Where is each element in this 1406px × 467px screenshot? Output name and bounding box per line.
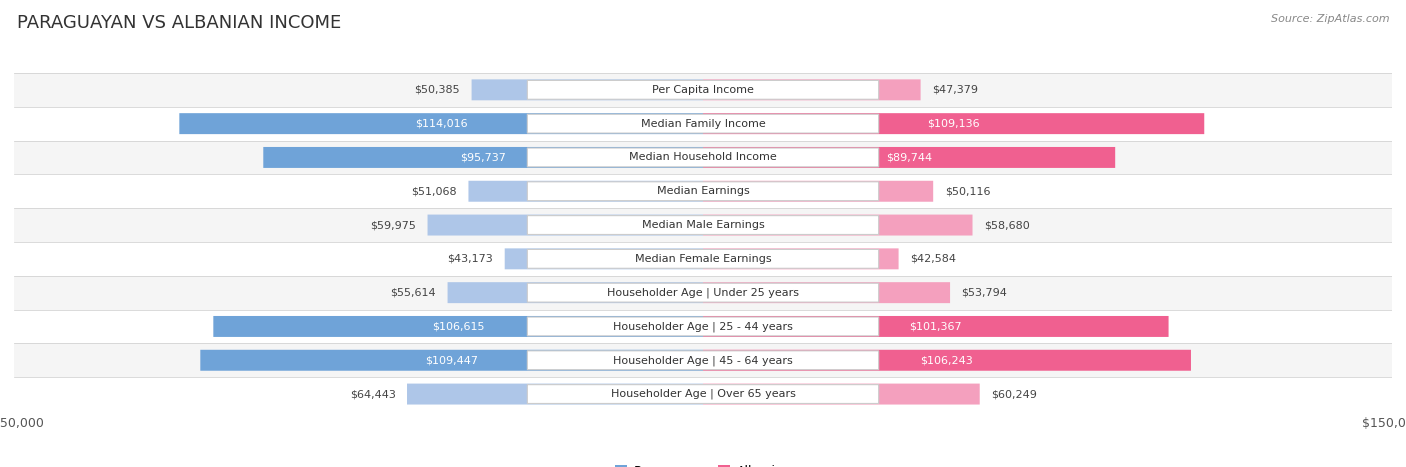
FancyBboxPatch shape	[527, 351, 879, 370]
Text: $60,249: $60,249	[991, 389, 1038, 399]
Text: $47,379: $47,379	[932, 85, 979, 95]
FancyBboxPatch shape	[703, 316, 1168, 337]
FancyBboxPatch shape	[703, 282, 950, 303]
FancyBboxPatch shape	[427, 214, 703, 235]
FancyBboxPatch shape	[527, 182, 879, 201]
Text: $58,680: $58,680	[984, 220, 1029, 230]
FancyBboxPatch shape	[527, 385, 879, 403]
Text: PARAGUAYAN VS ALBANIAN INCOME: PARAGUAYAN VS ALBANIAN INCOME	[17, 14, 342, 32]
Text: Median Family Income: Median Family Income	[641, 119, 765, 128]
Text: Median Female Earnings: Median Female Earnings	[634, 254, 772, 264]
FancyBboxPatch shape	[471, 79, 703, 100]
FancyBboxPatch shape	[703, 181, 934, 202]
FancyBboxPatch shape	[527, 80, 879, 99]
Text: Median Earnings: Median Earnings	[657, 186, 749, 196]
Bar	[14, 107, 1392, 141]
FancyBboxPatch shape	[703, 350, 1191, 371]
Text: Householder Age | 25 - 44 years: Householder Age | 25 - 44 years	[613, 321, 793, 332]
Text: $50,385: $50,385	[415, 85, 460, 95]
Text: $109,136: $109,136	[928, 119, 980, 128]
FancyBboxPatch shape	[468, 181, 703, 202]
Text: Per Capita Income: Per Capita Income	[652, 85, 754, 95]
Text: $89,744: $89,744	[886, 152, 932, 163]
Bar	[14, 310, 1392, 343]
Text: $109,447: $109,447	[425, 355, 478, 365]
Text: $95,737: $95,737	[460, 152, 506, 163]
FancyBboxPatch shape	[527, 114, 879, 133]
Text: $101,367: $101,367	[910, 321, 962, 332]
FancyBboxPatch shape	[703, 113, 1205, 134]
Text: Householder Age | Under 25 years: Householder Age | Under 25 years	[607, 287, 799, 298]
FancyBboxPatch shape	[527, 216, 879, 234]
Text: $106,243: $106,243	[921, 355, 973, 365]
FancyBboxPatch shape	[703, 79, 921, 100]
Text: $114,016: $114,016	[415, 119, 467, 128]
FancyBboxPatch shape	[527, 317, 879, 336]
Bar	[14, 208, 1392, 242]
Bar	[14, 377, 1392, 411]
FancyBboxPatch shape	[703, 214, 973, 235]
Bar	[14, 343, 1392, 377]
FancyBboxPatch shape	[180, 113, 703, 134]
FancyBboxPatch shape	[703, 248, 898, 269]
Text: $51,068: $51,068	[412, 186, 457, 196]
Bar	[14, 242, 1392, 276]
FancyBboxPatch shape	[447, 282, 703, 303]
Text: $43,173: $43,173	[447, 254, 494, 264]
Text: Median Household Income: Median Household Income	[628, 152, 778, 163]
Text: $64,443: $64,443	[350, 389, 395, 399]
Legend: Paraguayan, Albanian: Paraguayan, Albanian	[610, 460, 796, 467]
Text: $42,584: $42,584	[910, 254, 956, 264]
FancyBboxPatch shape	[406, 383, 703, 404]
Bar	[14, 141, 1392, 174]
Bar	[14, 276, 1392, 310]
Text: $50,116: $50,116	[945, 186, 990, 196]
Text: $53,794: $53,794	[962, 288, 1008, 297]
FancyBboxPatch shape	[214, 316, 703, 337]
Bar	[14, 174, 1392, 208]
FancyBboxPatch shape	[527, 283, 879, 302]
FancyBboxPatch shape	[527, 249, 879, 268]
FancyBboxPatch shape	[703, 147, 1115, 168]
Text: $59,975: $59,975	[370, 220, 416, 230]
FancyBboxPatch shape	[527, 148, 879, 167]
Text: $55,614: $55,614	[391, 288, 436, 297]
Bar	[14, 73, 1392, 107]
FancyBboxPatch shape	[505, 248, 703, 269]
Text: Median Male Earnings: Median Male Earnings	[641, 220, 765, 230]
FancyBboxPatch shape	[200, 350, 703, 371]
Text: $106,615: $106,615	[432, 321, 485, 332]
Text: Householder Age | Over 65 years: Householder Age | Over 65 years	[610, 389, 796, 399]
Text: Householder Age | 45 - 64 years: Householder Age | 45 - 64 years	[613, 355, 793, 366]
Text: Source: ZipAtlas.com: Source: ZipAtlas.com	[1271, 14, 1389, 24]
FancyBboxPatch shape	[703, 383, 980, 404]
FancyBboxPatch shape	[263, 147, 703, 168]
